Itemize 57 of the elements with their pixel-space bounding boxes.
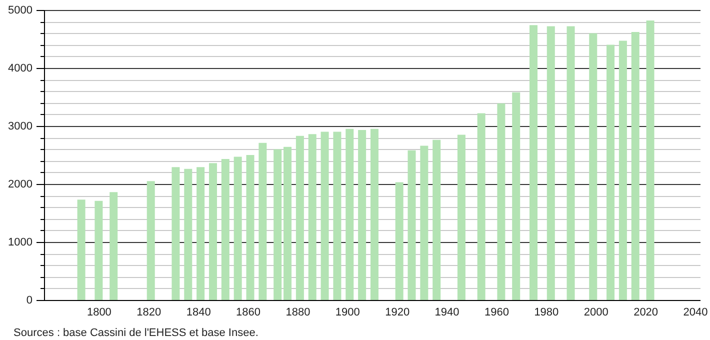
bar [618,40,627,300]
bar [274,149,282,300]
y-tick-label: 0 [26,294,32,306]
bar [346,128,354,300]
bar [512,92,520,300]
bar [246,155,254,300]
bar [184,168,192,300]
x-tick-label: 1900 [335,306,360,318]
y-tick-label: 2000 [8,178,32,190]
x-tick-label: 1920 [385,306,410,318]
bar [566,26,575,300]
bar [408,150,416,300]
bar [77,200,86,300]
source-note: Sources : base Cassini de l'EHESS et base Insee. [14,327,258,339]
bar [370,128,378,300]
bar [146,181,155,300]
y-tick-label: 1000 [8,236,32,248]
x-tick-label: 2040 [683,306,708,318]
y-tick-label: 4000 [8,62,32,74]
x-tick-label: 1820 [136,306,162,318]
x-tick-label: 1800 [86,306,112,318]
bar [432,140,441,300]
bar [221,159,230,300]
bar [358,130,366,300]
bar [196,167,205,300]
y-tick-label: 3000 [8,120,32,132]
bar [258,142,267,300]
bar [208,163,217,300]
bar [308,134,316,300]
bar [234,156,242,300]
x-tick-label: 2020 [634,306,658,318]
bar [477,113,486,300]
bar [94,200,103,300]
bar [631,32,640,300]
x-tick-label: 1980 [534,306,559,318]
x-tick-label: 1940 [434,306,460,318]
bar [333,132,342,300]
x-tick-label: 1880 [286,306,310,318]
x-tick-label: 1840 [186,306,211,318]
bar [395,182,404,300]
bar [320,132,329,300]
bar [172,167,180,300]
bar [420,146,428,300]
bar [110,192,118,300]
bar [497,103,506,300]
bar [646,20,654,300]
bar [606,44,615,300]
bar [457,134,466,300]
bar [546,26,555,300]
bar [296,136,304,300]
x-tick-label: 1860 [236,306,261,318]
x-tick-label: 1960 [484,306,509,318]
bar [530,25,538,300]
bar [589,33,598,300]
x-tick-label: 2000 [584,306,608,318]
bar [284,146,292,300]
y-tick-label: 5000 [8,4,32,16]
